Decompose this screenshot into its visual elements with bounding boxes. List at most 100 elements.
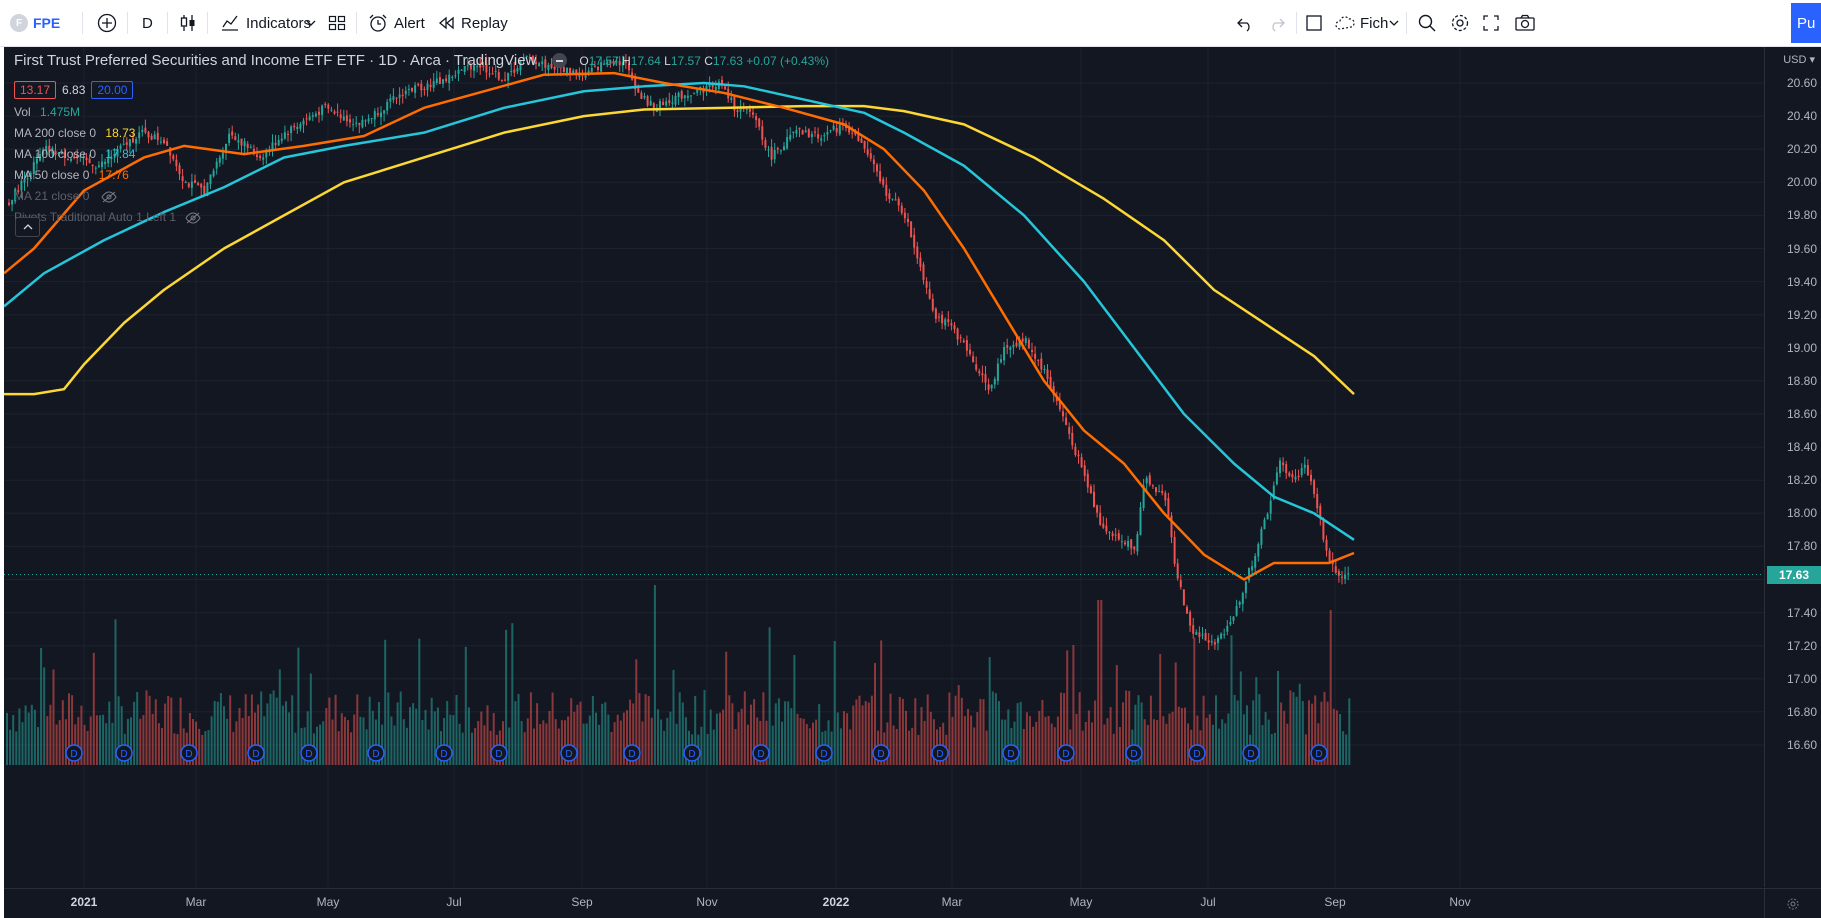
settings-button[interactable] bbox=[1450, 8, 1470, 38]
candle-body bbox=[473, 64, 475, 71]
volume-bar bbox=[951, 716, 954, 765]
buy-price-tag[interactable]: 20.00 bbox=[91, 81, 134, 99]
sell-price-tag[interactable]: 13.17 bbox=[14, 81, 57, 99]
candle-body bbox=[609, 60, 612, 64]
low-label: L bbox=[664, 53, 671, 68]
compare-symbol-button[interactable] bbox=[97, 8, 117, 38]
open-value: 17.57 bbox=[588, 53, 619, 68]
candle-body bbox=[770, 147, 773, 160]
candle-body bbox=[996, 363, 999, 382]
layout-menu-button[interactable] bbox=[1388, 8, 1400, 38]
candle-body bbox=[972, 356, 975, 363]
volume-bar bbox=[663, 730, 666, 765]
volume-bar bbox=[1227, 713, 1230, 765]
ma21-legend[interactable]: MA 21 close 0 bbox=[14, 189, 117, 203]
candle-body bbox=[600, 62, 603, 72]
ma50-legend[interactable]: MA 50 close 0 17.76 bbox=[14, 168, 129, 182]
volume-bar bbox=[576, 704, 579, 765]
ma100-legend[interactable]: MA 100 close 0 17.84 bbox=[14, 147, 135, 161]
alert-button[interactable]: Alert bbox=[368, 8, 425, 38]
volume-bar bbox=[1078, 692, 1081, 765]
candle-body bbox=[900, 205, 903, 214]
save-layout-button[interactable]: Fich bbox=[1334, 8, 1388, 38]
price-axis[interactable]: USD ▾ 20.60 20.40 20.20 20.00 19.80 19.60 19.4… bbox=[1764, 47, 1821, 887]
volume-bar bbox=[433, 711, 436, 765]
volume-bar bbox=[1187, 723, 1190, 765]
volume-bar bbox=[356, 694, 359, 765]
volume-bar bbox=[393, 725, 396, 765]
volume-bar bbox=[1320, 701, 1323, 765]
high-value: 17.64 bbox=[630, 53, 661, 68]
volume-bar bbox=[359, 716, 362, 765]
volume-bar bbox=[92, 652, 95, 765]
candle-body bbox=[522, 56, 525, 59]
interval-button[interactable]: D bbox=[142, 8, 153, 38]
ma200-legend[interactable]: MA 200 close 0 18.73 bbox=[14, 126, 135, 140]
candle-body bbox=[1130, 539, 1133, 549]
candle-body bbox=[355, 122, 358, 124]
replay-button[interactable]: Replay bbox=[437, 8, 508, 38]
volume-bar bbox=[960, 697, 963, 765]
pivots-legend[interactable]: Pivots Traditional Auto 1 Left 1 bbox=[14, 210, 202, 224]
undo-button[interactable] bbox=[1236, 8, 1254, 38]
volume-bar bbox=[929, 711, 932, 765]
volume-legend[interactable]: Vol 1.475M bbox=[14, 105, 80, 119]
search-button[interactable] bbox=[1417, 8, 1437, 38]
chart-settings-corner[interactable] bbox=[1764, 888, 1821, 918]
time-axis[interactable]: 2021 Mar May Jul Sep Nov 2022 Mar May Jul Sep Nov bbox=[4, 888, 1765, 918]
dividend-marker bbox=[1310, 744, 1328, 762]
candle-body bbox=[823, 135, 826, 137]
publish-button[interactable]: Pu bbox=[1791, 3, 1821, 43]
volume-bar bbox=[734, 729, 737, 765]
volume-bar bbox=[1208, 714, 1211, 765]
volume-bar bbox=[533, 728, 535, 765]
volume-bar bbox=[529, 692, 532, 765]
candle-body bbox=[1117, 533, 1120, 540]
volume-bar bbox=[719, 712, 721, 765]
candle-body bbox=[1080, 457, 1083, 468]
eye-hidden-icon[interactable] bbox=[101, 191, 117, 203]
volume-bar bbox=[418, 638, 421, 765]
volume-bar bbox=[257, 704, 260, 765]
collapse-legend-icon[interactable] bbox=[552, 53, 568, 68]
candle-body bbox=[531, 55, 534, 64]
volume-bar bbox=[24, 705, 27, 765]
candle-body bbox=[411, 87, 413, 92]
symbol-search-button[interactable]: F FPE bbox=[10, 8, 60, 38]
candle-body bbox=[925, 281, 928, 288]
candle-body bbox=[569, 67, 572, 75]
candle-body bbox=[287, 133, 289, 135]
volume-bar bbox=[585, 723, 588, 765]
volume-bar bbox=[1180, 707, 1183, 765]
collapse-indicators-button[interactable] bbox=[15, 217, 40, 237]
eye-hidden-icon[interactable] bbox=[185, 212, 202, 224]
layout-grid-button[interactable] bbox=[328, 8, 346, 38]
indicators-button[interactable]: Indicators bbox=[220, 8, 311, 38]
snapshot-button[interactable] bbox=[1514, 8, 1536, 38]
chart-pane[interactable]: D D D D D D D D D D D D D D D D D D D D D First Trust Prefer… bbox=[4, 47, 1821, 917]
currency-selector[interactable]: USD ▾ bbox=[1783, 54, 1815, 66]
volume-bar bbox=[570, 698, 573, 765]
volume-bar bbox=[1162, 716, 1165, 765]
candle-body bbox=[1077, 454, 1080, 457]
redo-button[interactable] bbox=[1268, 8, 1286, 38]
volume-bar bbox=[179, 697, 182, 765]
symbol-title[interactable]: First Trust Preferred Securities and Inc… bbox=[14, 52, 537, 69]
candle-body bbox=[293, 125, 296, 128]
candle-body bbox=[680, 90, 683, 99]
candle-body bbox=[442, 79, 444, 84]
indicator-templates-button[interactable] bbox=[305, 8, 317, 38]
candle-body bbox=[262, 157, 265, 160]
candle-body bbox=[956, 328, 959, 340]
fullscreen-button[interactable] bbox=[1482, 8, 1500, 38]
volume-bar bbox=[622, 712, 625, 765]
volume-bar bbox=[161, 728, 163, 765]
chart-type-button[interactable] bbox=[178, 8, 198, 38]
volume-bar bbox=[68, 693, 70, 765]
fullscreen-layout-button[interactable] bbox=[1305, 8, 1323, 38]
price-tick-label: 18.80 bbox=[1786, 373, 1817, 388]
volume-bar bbox=[176, 734, 179, 765]
candle-body bbox=[163, 139, 165, 144]
candle-body bbox=[1052, 386, 1055, 396]
